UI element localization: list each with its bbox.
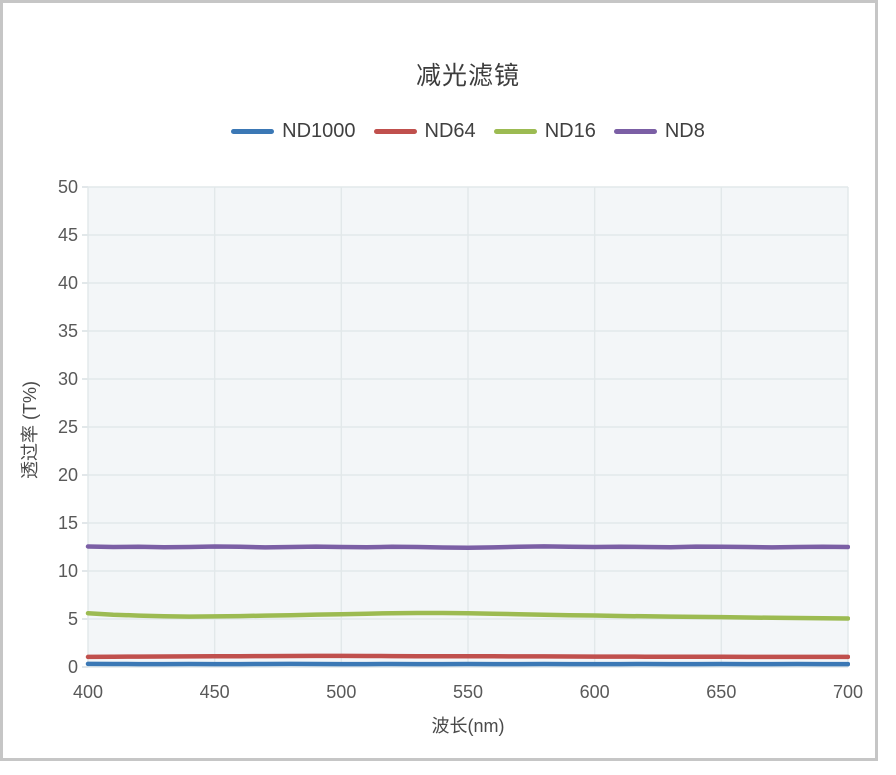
y-tick-label: 25 — [57, 417, 78, 437]
x-axis-title: 波长(nm) — [431, 716, 505, 736]
y-tick-label: 20 — [57, 465, 78, 485]
chart-title: 减光滤镜 — [415, 62, 520, 90]
y-tick-label: 50 — [57, 177, 78, 197]
plot-area — [82, 186, 850, 668]
y-tick-label: 10 — [57, 561, 78, 581]
y-tick-label: 15 — [57, 513, 78, 533]
x-tick-label: 600 — [579, 682, 610, 702]
legend-swatch-ND64 — [373, 128, 417, 134]
y-tick-label: 30 — [57, 369, 78, 389]
legend-item-ND1000: ND1000 — [231, 119, 356, 143]
legend-item-ND64: ND64 — [373, 119, 476, 143]
x-tick-label: 700 — [832, 682, 864, 702]
legend-swatch-ND16 — [493, 128, 537, 134]
y-tick-label: 5 — [67, 609, 78, 629]
y-tick-label: 40 — [57, 273, 78, 293]
legend-item-ND16: ND16 — [493, 119, 596, 143]
legend-swatch-ND1000 — [231, 128, 275, 134]
legend-label: ND16 — [544, 119, 596, 142]
y-tick-label: 35 — [57, 321, 78, 341]
x-tick-label: 450 — [199, 682, 230, 702]
x-tick-label: 650 — [706, 682, 737, 702]
y-tick-label: 45 — [57, 225, 78, 245]
legend-label: ND8 — [664, 119, 705, 142]
x-tick-label: 500 — [326, 682, 357, 702]
y-axis-title: 透过率 (T%) — [20, 381, 40, 479]
chart-legend: ND1000 ND64 ND16 ND8 — [33, 118, 896, 144]
series-line-ND64 — [85, 653, 850, 660]
legend-label: ND1000 — [282, 119, 356, 142]
legend-swatch-ND8 — [613, 128, 657, 134]
x-tick-label: 550 — [452, 682, 484, 702]
y-tick-label: 0 — [67, 657, 78, 677]
series-line-ND8 — [85, 544, 850, 551]
legend-item-ND8: ND8 — [613, 119, 705, 143]
legend-label: ND64 — [424, 119, 476, 142]
series-line-ND16 — [85, 610, 850, 621]
x-tick-label: 400 — [72, 682, 104, 702]
